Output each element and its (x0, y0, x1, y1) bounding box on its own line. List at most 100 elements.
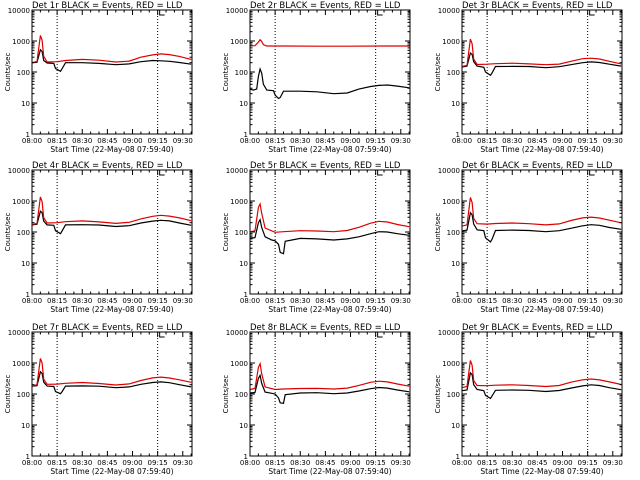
x-tick-label: 08:00 (22, 459, 42, 467)
series-line-red (249, 361, 410, 391)
plot-frame (461, 331, 623, 457)
series-line-black (461, 211, 622, 243)
y-tick-label: 10 (239, 422, 248, 430)
panel-1: Det 1r BLACK = Events, RED = LLD 1 10 100 10… (4, 1, 193, 154)
x-tick-label: 08:30 (290, 459, 310, 467)
x-tick-label: 08:45 (97, 137, 117, 145)
y-axis-label: Counts/sec (434, 375, 442, 414)
y-tick-label: 1 (26, 291, 30, 299)
y-tick-label: 10 (239, 100, 248, 108)
y-tick-label: 100 (447, 391, 460, 399)
x-axis-label: Start Time (22-May-08 07:59:40) (50, 145, 173, 154)
y-tick-label: 10000 (226, 7, 248, 15)
x-axis-label: Start Time (22-May-08 07:59:40) (480, 467, 603, 476)
x-tick-label: 09:30 (173, 459, 193, 467)
x-tick-label: 09:00 (340, 137, 360, 145)
x-tick-label: 08:15 (477, 459, 497, 467)
y-tick-label: 1000 (442, 38, 460, 46)
x-tick-label: 08:15 (265, 459, 285, 467)
y-tick-label: 1000 (230, 198, 248, 206)
x-axis-label: Start Time (22-May-08 07:59:40) (268, 305, 391, 314)
y-tick-label: 10 (451, 260, 460, 268)
y-tick-label: 10 (451, 100, 460, 108)
x-tick-label: 08:15 (265, 137, 285, 145)
y-tick-label: 100 (235, 229, 248, 237)
interval-bracket-marker (159, 170, 165, 176)
y-tick-label: 100 (17, 391, 30, 399)
x-tick-label: 09:00 (340, 459, 360, 467)
interval-bracket-marker (377, 170, 383, 176)
y-tick-label: 100 (447, 69, 460, 77)
x-tick-label: 09:15 (366, 459, 386, 467)
panel-title: Det 9r BLACK = Events, RED = LLD (462, 323, 613, 333)
x-tick-label: 09:00 (552, 459, 572, 467)
x-tick-label: 08:15 (265, 297, 285, 305)
x-tick-label: 09:00 (122, 137, 142, 145)
y-tick-label: 1 (244, 131, 248, 139)
series-line-black (249, 373, 410, 404)
y-tick-label: 1000 (230, 38, 248, 46)
y-tick-label: 1 (244, 291, 248, 299)
x-tick-label: 09:00 (552, 137, 572, 145)
x-tick-label: 08:00 (22, 137, 42, 145)
panel-title: Det 8r BLACK = Events, RED = LLD (250, 323, 401, 333)
y-tick-label: 10 (21, 422, 30, 430)
x-tick-label: 08:45 (97, 297, 117, 305)
y-tick-label: 10000 (226, 167, 248, 175)
y-axis-label: Counts/sec (222, 375, 230, 414)
x-tick-label: 08:45 (527, 297, 547, 305)
interval-bracket-marker (159, 10, 165, 16)
x-tick-label: 08:45 (315, 459, 335, 467)
plot-frame (249, 9, 411, 135)
x-axis-label: Start Time (22-May-08 07:59:40) (50, 467, 173, 476)
x-tick-label: 09:30 (603, 297, 623, 305)
y-tick-label: 10000 (8, 7, 30, 15)
y-tick-label: 10 (21, 100, 30, 108)
x-axis-label: Start Time (22-May-08 07:59:40) (268, 467, 391, 476)
x-tick-label: 09:30 (173, 297, 193, 305)
x-tick-label: 08:30 (502, 297, 522, 305)
x-tick-label: 08:00 (452, 297, 472, 305)
series-line-red (31, 358, 192, 387)
y-tick-label: 1 (456, 453, 460, 461)
panel-9: Det 9r BLACK = Events, RED = LLD 1 10 100 10… (434, 323, 623, 476)
y-tick-label: 10000 (438, 7, 460, 15)
y-tick-label: 10 (451, 422, 460, 430)
x-tick-label: 08:45 (315, 297, 335, 305)
panel-7: Det 7r BLACK = Events, RED = LLD 1 10 100 10… (4, 323, 193, 476)
series-line-red (461, 360, 622, 389)
y-tick-label: 1000 (12, 38, 30, 46)
x-tick-label: 09:00 (340, 297, 360, 305)
y-tick-label: 1 (244, 453, 248, 461)
y-tick-label: 1000 (442, 360, 460, 368)
x-tick-label: 08:15 (477, 137, 497, 145)
x-tick-label: 08:15 (47, 137, 67, 145)
panel-title: Det 6r BLACK = Events, RED = LLD (462, 161, 613, 171)
y-tick-label: 100 (235, 69, 248, 77)
series-line-red (461, 38, 622, 68)
x-tick-label: 09:30 (391, 137, 411, 145)
x-tick-label: 08:30 (72, 137, 92, 145)
panel-6: Det 6r BLACK = Events, RED = LLD 1 10 100 10… (434, 161, 623, 314)
y-tick-label: 100 (17, 69, 30, 77)
y-tick-label: 1 (26, 131, 30, 139)
y-tick-label: 10000 (438, 167, 460, 175)
x-tick-label: 08:45 (315, 137, 335, 145)
y-tick-label: 10000 (438, 329, 460, 337)
x-tick-label: 09:00 (552, 297, 572, 305)
x-tick-label: 08:45 (527, 459, 547, 467)
series-line-red (249, 202, 410, 233)
series-line-red (31, 196, 192, 226)
series-line-red (31, 35, 192, 64)
panel-title: Det 3r BLACK = Events, RED = LLD (462, 1, 613, 11)
y-tick-label: 10000 (8, 167, 30, 175)
y-tick-label: 100 (447, 229, 460, 237)
x-tick-label: 09:30 (603, 459, 623, 467)
y-axis-label: Counts/sec (4, 53, 12, 92)
y-tick-label: 1000 (12, 360, 30, 368)
x-tick-label: 08:00 (22, 297, 42, 305)
y-axis-label: Counts/sec (434, 213, 442, 252)
x-tick-label: 09:15 (578, 459, 598, 467)
x-tick-label: 08:45 (97, 459, 117, 467)
x-tick-label: 09:30 (173, 137, 193, 145)
